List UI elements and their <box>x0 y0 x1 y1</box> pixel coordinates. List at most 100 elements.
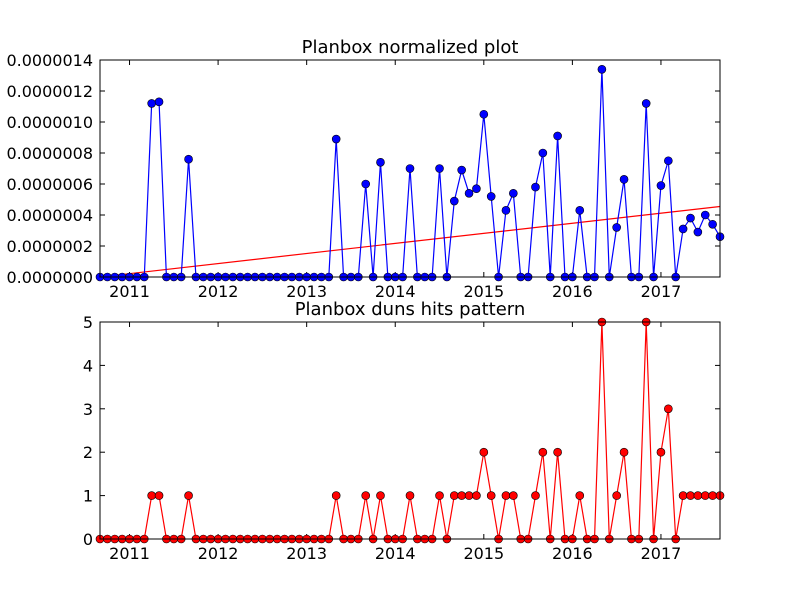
x-tick-label: 2013 <box>286 282 327 301</box>
x-tick-label: 2012 <box>198 544 239 563</box>
data-point <box>641 99 651 108</box>
data-point <box>435 491 444 500</box>
x-tick-label: 2016 <box>552 544 593 563</box>
y-tick-label: 3 <box>83 400 93 419</box>
y-tick-label: 2 <box>83 443 93 462</box>
data-point <box>619 175 629 184</box>
data-point <box>575 491 585 500</box>
data-point <box>553 447 562 457</box>
data-point <box>597 65 607 74</box>
data-point <box>376 158 385 167</box>
data-point <box>486 491 496 500</box>
data-point <box>472 184 481 193</box>
data-point <box>361 491 371 500</box>
y-tick-label: 0.0000000 <box>6 268 93 287</box>
y-tick-label: 0.0000002 <box>6 237 93 256</box>
data-point <box>449 491 459 500</box>
y-tick-label: 0.0000014 <box>6 51 93 70</box>
y-tick-label: 0.0000008 <box>6 144 93 163</box>
data-point <box>457 491 466 500</box>
y-tick-label: 0.0000012 <box>6 82 93 101</box>
data-point <box>575 206 585 215</box>
data-point <box>693 227 703 237</box>
data-point <box>472 491 481 500</box>
data-point <box>405 164 415 173</box>
data-point <box>464 491 474 500</box>
x-tick-label: 2013 <box>286 544 327 563</box>
data-point <box>656 181 666 190</box>
data-point <box>612 491 621 500</box>
normalized-plot-title: Planbox normalized plot <box>302 37 519 58</box>
data-point <box>486 192 496 201</box>
x-tick-label: 2014 <box>375 282 416 301</box>
data-point <box>656 447 666 457</box>
y-tick-label: 0 <box>83 530 93 549</box>
data-point <box>708 220 717 229</box>
x-tick-label: 2015 <box>463 282 504 301</box>
data-point <box>154 491 164 500</box>
data-point <box>686 491 695 500</box>
data-point <box>619 447 629 457</box>
data-point <box>154 97 164 107</box>
y-tick-label: 5 <box>83 313 93 332</box>
y-tick-label: 0.0000004 <box>6 206 93 225</box>
normalized-plot-axes-frame <box>99 59 721 278</box>
data-point <box>553 131 562 141</box>
data-point <box>509 189 518 198</box>
data-point <box>509 491 518 500</box>
data-point <box>708 491 717 500</box>
duns-hits-y-tick-labels: 0 1 2 3 4 5 <box>83 313 720 549</box>
data-point <box>479 109 489 119</box>
data-point <box>538 447 548 457</box>
duns-hits-title: Planbox duns hits pattern <box>295 299 526 320</box>
data-point <box>612 223 621 232</box>
x-tick-label: 2011 <box>109 282 150 301</box>
duns-hits-marks <box>95 317 725 544</box>
data-point <box>464 189 474 198</box>
data-point <box>405 491 415 500</box>
data-point <box>184 491 193 500</box>
normalized-plot-marks <box>95 65 725 282</box>
data-point <box>531 182 540 192</box>
y-tick-label: 0.0000010 <box>6 113 93 132</box>
data-point <box>449 196 459 206</box>
x-tick-label: 2015 <box>463 544 504 563</box>
data-point <box>361 179 371 189</box>
data-point <box>457 165 466 175</box>
data-point <box>184 154 193 164</box>
series-line <box>100 69 721 278</box>
data-point <box>686 213 695 223</box>
normalized-plot-panel: Planbox normalized plot 0.00000000.00000… <box>6 37 725 301</box>
data-point <box>700 210 710 220</box>
data-point <box>501 491 511 500</box>
data-point <box>700 491 710 500</box>
y-tick-label: 1 <box>83 487 93 506</box>
y-tick-label: 0.0000006 <box>6 175 93 194</box>
data-point <box>664 156 673 166</box>
x-tick-label: 2017 <box>641 544 682 563</box>
x-tick-label: 2014 <box>375 544 416 563</box>
series-line <box>100 321 720 540</box>
data-point <box>678 491 688 500</box>
trend-line <box>99 205 721 278</box>
data-point <box>501 206 511 215</box>
y-tick-label: 4 <box>83 356 93 375</box>
data-point <box>331 491 341 500</box>
duns-hits-axes-frame <box>99 321 721 540</box>
data-point <box>664 404 673 414</box>
duns-hits-x-tick-labels: 2011 2012 2013 2014 2015 2016 2017 <box>109 322 681 563</box>
x-tick-label: 2016 <box>552 282 593 301</box>
x-tick-label: 2011 <box>109 544 150 563</box>
x-tick-label: 2017 <box>641 282 682 301</box>
data-point <box>538 148 548 158</box>
normalized-plot-x-tick-labels: 2011 2012 2013 2014 2015 2016 2017 <box>109 60 681 301</box>
data-point <box>479 447 489 457</box>
data-point <box>147 99 156 108</box>
data-point <box>693 491 703 500</box>
normalized-plot-y-tick-labels: 0.0000000 0.0000002 0.0000004 0.0000006 0.00… <box>6 51 720 287</box>
data-point <box>147 491 156 500</box>
data-point <box>331 134 341 144</box>
data-point <box>678 224 688 234</box>
